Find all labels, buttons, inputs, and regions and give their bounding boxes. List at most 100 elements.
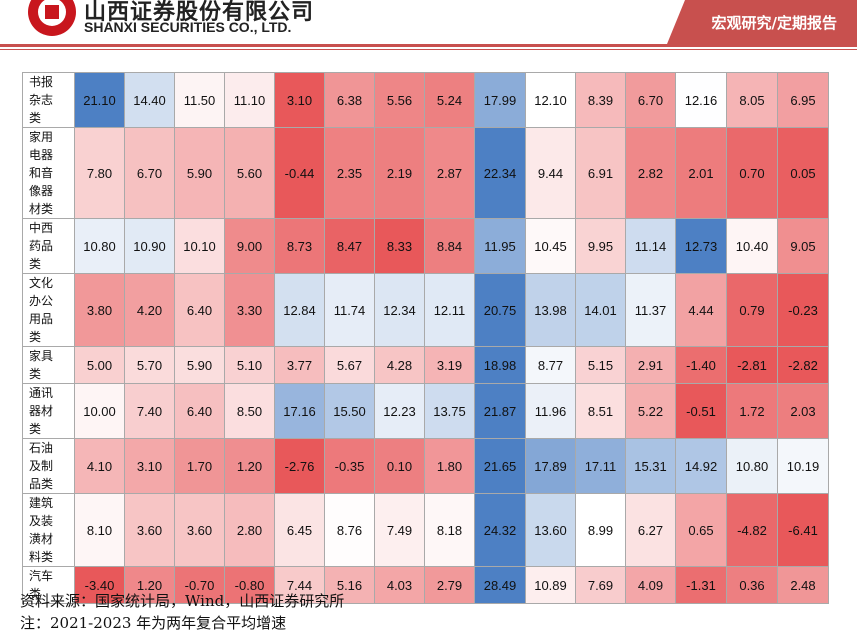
table-cell: 2.79 [424, 566, 475, 604]
row-label-line: 料类 [29, 550, 54, 564]
table-cell: 12.16 [675, 72, 727, 128]
company-logo [28, 0, 76, 36]
table-cell: 5.10 [224, 346, 275, 384]
table-cell: 9.05 [777, 218, 829, 274]
table-cell: 20.75 [474, 273, 526, 347]
table-cell: 21.10 [74, 72, 125, 128]
table-cell: 8.33 [374, 218, 425, 274]
table-cell: 11.95 [474, 218, 526, 274]
table-cell: 11.14 [625, 218, 676, 274]
table-cell: -0.35 [324, 438, 375, 494]
table-cell: 12.84 [274, 273, 325, 347]
table-cell: 8.51 [575, 383, 626, 439]
row-label-line: 家用 [29, 130, 54, 144]
table-cell: 0.36 [726, 566, 778, 604]
row-label-line: 杂志 [29, 93, 54, 107]
row-label-line: 类 [29, 111, 42, 125]
table-cell: 6.38 [324, 72, 375, 128]
table-cell: 10.19 [777, 438, 829, 494]
table-row: 中西 药品类 10.80 10.90 10.10 9.00 8.73 8.47 8.33 8.84… [22, 218, 829, 274]
row-label-line: 石油 [29, 441, 54, 455]
row-label-line: 及制 [29, 459, 54, 473]
table-cell: 14.92 [675, 438, 727, 494]
table-cell: 11.37 [625, 273, 676, 347]
table-cell: 17.16 [274, 383, 325, 439]
table-cell: 6.27 [625, 493, 676, 567]
heatmap-table: 书报 杂志类 21.10 14.40 11.50 11.10 3.10 6.38 5.56 5.2… [22, 72, 829, 604]
row-label: 石油 及制 品类 [22, 438, 75, 494]
table-cell: 5.00 [74, 346, 125, 384]
table-cell: 9.95 [575, 218, 626, 274]
table-cell: -1.31 [675, 566, 727, 604]
table-cell: 1.20 [124, 566, 175, 604]
table-cell: 15.50 [324, 383, 375, 439]
row-label-line: 和音 [29, 166, 54, 180]
report-header: 山西证券股份有限公司 SHANXI SECURITIES CO., LTD. 宏… [0, 0, 857, 44]
table-cell: 11.10 [224, 72, 275, 128]
table-cell: -1.40 [675, 346, 727, 384]
table-cell: 4.44 [675, 273, 727, 347]
table-row: 家用 电器 和音 像器 材类 7.80 6.70 5.90 5.60 -0.44 2.35 2.19 2… [22, 127, 829, 219]
row-label-line: 办公 [29, 294, 54, 308]
table-cell: 5.70 [124, 346, 175, 384]
row-label-line: 类 [29, 257, 42, 271]
table-cell: 9.44 [525, 127, 576, 219]
table-cell: 10.89 [525, 566, 576, 604]
row-label-line: 像器 [29, 184, 54, 198]
row-label-line: 通讯 [29, 386, 54, 400]
table-cell: 5.56 [374, 72, 425, 128]
table-cell: 6.40 [174, 383, 225, 439]
table-row: 汽车类 -3.40 1.20 -0.70 -0.80 7.44 5.16 4.03 2.79 28… [22, 566, 829, 604]
table-cell: 2.35 [324, 127, 375, 219]
table-cell: 10.90 [124, 218, 175, 274]
table-cell: 0.79 [726, 273, 778, 347]
table-cell: 12.10 [525, 72, 576, 128]
table-cell: 18.98 [474, 346, 526, 384]
table-cell: 10.45 [525, 218, 576, 274]
table-cell: 11.96 [525, 383, 576, 439]
table-cell: -0.23 [777, 273, 829, 347]
table-cell: 17.89 [525, 438, 576, 494]
table-cell: 2.48 [777, 566, 829, 604]
row-label-line: 类 [29, 422, 42, 436]
table-cell: 13.98 [525, 273, 576, 347]
table-row: 家具类 5.00 5.70 5.90 5.10 3.77 5.67 4.28 3.19 18.98… [22, 346, 829, 384]
table-cell: 2.82 [625, 127, 676, 219]
table-row: 通讯 器材类 10.00 7.40 6.40 8.50 17.16 15.50 12.23 13.… [22, 383, 829, 439]
table-cell: 8.10 [74, 493, 125, 567]
table-cell: 0.65 [675, 493, 727, 567]
table-cell: -2.76 [274, 438, 325, 494]
footnote: 注：2021-2023 年为两年复合平均增速 [20, 614, 287, 632]
table-cell: 0.10 [374, 438, 425, 494]
table-cell: 8.47 [324, 218, 375, 274]
table-cell: 6.70 [625, 72, 676, 128]
table-row: 建筑 及装 潢材 料类 8.10 3.60 3.60 2.80 6.45 8.76 7.49 8.18… [22, 493, 829, 567]
table-cell: 3.80 [74, 273, 125, 347]
table-cell: 8.77 [525, 346, 576, 384]
table-cell: -0.51 [675, 383, 727, 439]
table-cell: 1.20 [224, 438, 275, 494]
table-cell: 2.01 [675, 127, 727, 219]
row-label-line: 文化 [29, 276, 54, 290]
table-cell: 3.60 [174, 493, 225, 567]
source-note: 资料来源：国家统计局，Wind，山西证券研究所 [20, 592, 345, 610]
table-cell: -4.82 [726, 493, 778, 567]
table-cell: 3.10 [124, 438, 175, 494]
row-label: 书报 杂志类 [22, 72, 75, 128]
row-label-line: 药品 [29, 239, 54, 253]
table-cell: -2.81 [726, 346, 778, 384]
table-cell: 8.18 [424, 493, 475, 567]
table-cell: 2.03 [777, 383, 829, 439]
table-cell: 4.28 [374, 346, 425, 384]
table-cell: 10.80 [726, 438, 778, 494]
table-cell: 7.69 [575, 566, 626, 604]
table-cell: 1.80 [424, 438, 475, 494]
table-cell: 2.80 [224, 493, 275, 567]
table-cell: 22.34 [474, 127, 526, 219]
table-cell: 7.40 [124, 383, 175, 439]
table-cell: 28.49 [474, 566, 526, 604]
table-cell: 2.19 [374, 127, 425, 219]
table-cell: 11.74 [324, 273, 375, 347]
row-label-line: 潢材 [29, 532, 54, 546]
row-label-line: 材类 [29, 202, 54, 216]
